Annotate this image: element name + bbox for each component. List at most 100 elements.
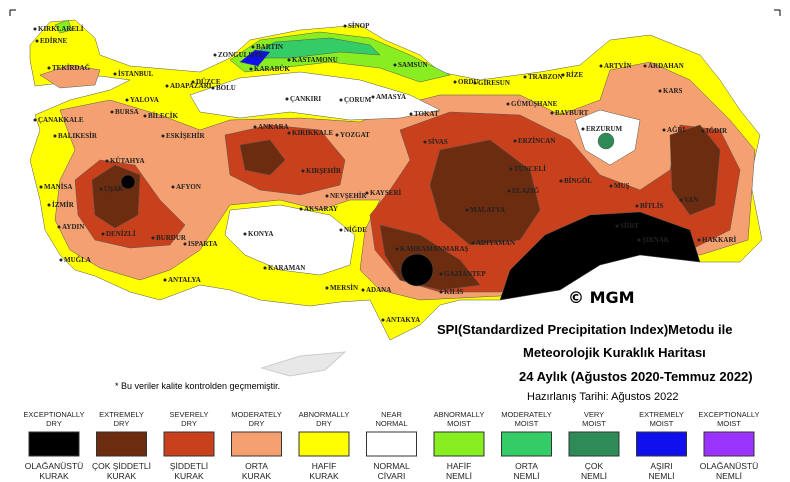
city-label: TEKİRDAĞ bbox=[52, 64, 91, 72]
legend-en: VERY bbox=[584, 410, 604, 419]
city-label: GÜMÜŞHANE bbox=[511, 100, 558, 108]
city-dot bbox=[701, 129, 705, 133]
legend-tr: ÇOK bbox=[585, 461, 604, 471]
legend-en: NORMAL bbox=[375, 419, 407, 428]
legend-swatch bbox=[298, 431, 350, 457]
region-very-moist bbox=[597, 132, 615, 150]
legend-swatch bbox=[636, 431, 687, 457]
city-dot bbox=[57, 225, 61, 229]
city-label: MALATYA bbox=[470, 206, 505, 214]
legend-en: DRY bbox=[181, 419, 197, 428]
city-dot bbox=[53, 134, 57, 138]
city-dot bbox=[33, 27, 37, 31]
legend-en: EXTREMELY bbox=[99, 410, 144, 419]
legend-tr: OLAĞANÜSTÜ bbox=[25, 461, 84, 471]
city-dot bbox=[163, 278, 167, 282]
city-label: HAKKARİ bbox=[702, 236, 737, 244]
legend-tr: HAFİF bbox=[447, 461, 472, 471]
city-label: ELAZIĞ bbox=[512, 187, 540, 195]
city-dot bbox=[249, 67, 253, 71]
city-label: BALIKESİR bbox=[58, 132, 98, 140]
city-dot bbox=[507, 189, 511, 193]
city-dot bbox=[609, 184, 613, 188]
city-dot bbox=[381, 318, 385, 322]
legend-en: SEVERELY bbox=[169, 410, 208, 419]
legend-tr: KURAK bbox=[309, 471, 339, 481]
city-dot bbox=[439, 290, 443, 294]
legend-tr: CİVARI bbox=[378, 471, 406, 481]
legend-en: EXCEPTIONALLY bbox=[23, 410, 84, 419]
legend-en: ABNORMALLY bbox=[434, 410, 485, 419]
legend-swatch bbox=[501, 431, 552, 457]
city-dot bbox=[165, 84, 169, 88]
city-label: AFYON bbox=[176, 183, 201, 191]
legend: EXCEPTIONALLYDRYOLAĞANÜSTÜKURAKEXTREMELY… bbox=[23, 410, 759, 481]
legend-swatch bbox=[96, 431, 147, 457]
city-dot bbox=[615, 224, 619, 228]
title-line: SPI(Standardized Precipitation Index)Met… bbox=[437, 322, 732, 337]
city-dot bbox=[371, 95, 375, 99]
region-extremely-dry bbox=[669, 124, 721, 216]
city-label: BURSA bbox=[115, 108, 139, 116]
legend-swatch bbox=[366, 431, 417, 457]
legend-en: DRY bbox=[316, 419, 332, 428]
city-label: RİZE bbox=[566, 71, 583, 79]
city-label: AĞRI bbox=[667, 126, 686, 134]
region-extremely-dry bbox=[429, 139, 541, 246]
city-dot bbox=[635, 204, 639, 208]
city-label: KIRIKKALE bbox=[292, 129, 334, 137]
city-dot bbox=[299, 207, 303, 211]
city-dot bbox=[662, 128, 666, 132]
city-label: ANKARA bbox=[258, 123, 289, 131]
legend-en: MOIST bbox=[447, 419, 471, 428]
city-dot bbox=[559, 179, 563, 183]
city-dot bbox=[39, 185, 43, 189]
city-label: ÇANAKKALE bbox=[38, 116, 84, 124]
city-dot bbox=[191, 80, 195, 84]
city-dot bbox=[161, 134, 165, 138]
city-dot bbox=[285, 97, 289, 101]
city-dot bbox=[287, 131, 291, 135]
city-dot bbox=[550, 111, 554, 115]
corner-mark bbox=[9, 9, 781, 16]
city-dot bbox=[523, 75, 527, 79]
legend-tr: KURAK bbox=[174, 471, 204, 481]
city-dot bbox=[697, 238, 701, 242]
legend-en: DRY bbox=[46, 419, 62, 428]
city-dot bbox=[143, 114, 147, 118]
city-dot bbox=[99, 187, 103, 191]
legend-tr: NEMLİ bbox=[514, 471, 540, 481]
city-dot bbox=[509, 167, 513, 171]
city-label: BİTLİS bbox=[640, 202, 663, 210]
city-dot bbox=[113, 72, 117, 76]
region-abnormally-moist bbox=[54, 19, 73, 34]
legend-tr: ORTA bbox=[245, 461, 268, 471]
city-dot bbox=[335, 133, 339, 137]
city-label: BİLECİK bbox=[148, 112, 179, 120]
city-dot bbox=[251, 45, 255, 49]
city-dot bbox=[343, 24, 347, 28]
city-dot bbox=[105, 159, 109, 163]
city-label: KARS bbox=[663, 87, 683, 95]
city-label: AMASYA bbox=[376, 93, 406, 101]
city-label: MUĞLA bbox=[64, 256, 91, 264]
city-dot bbox=[339, 98, 343, 102]
legend-tr: ŞİDDETLİ bbox=[170, 461, 208, 471]
city-dot bbox=[471, 241, 475, 245]
city-label: BARTIN bbox=[256, 43, 283, 51]
city-dot bbox=[643, 64, 647, 68]
city-label: SİNOP bbox=[348, 22, 370, 30]
city-dot bbox=[513, 139, 517, 143]
city-label: IĞDIR bbox=[706, 127, 728, 135]
city-label: MERSİN bbox=[330, 284, 358, 292]
city-dot bbox=[393, 63, 397, 67]
city-label: AKSARAY bbox=[304, 205, 338, 213]
city-label: ERZİNCAN bbox=[518, 137, 555, 145]
city-label: KARABÜK bbox=[254, 65, 290, 73]
city-label: ZONGULDAK bbox=[218, 51, 264, 59]
city-label: KİLİS bbox=[444, 288, 464, 296]
city-label: ARDAHAN bbox=[648, 62, 684, 70]
city-label: BAYBURT bbox=[555, 109, 589, 117]
city-dot bbox=[339, 228, 343, 232]
